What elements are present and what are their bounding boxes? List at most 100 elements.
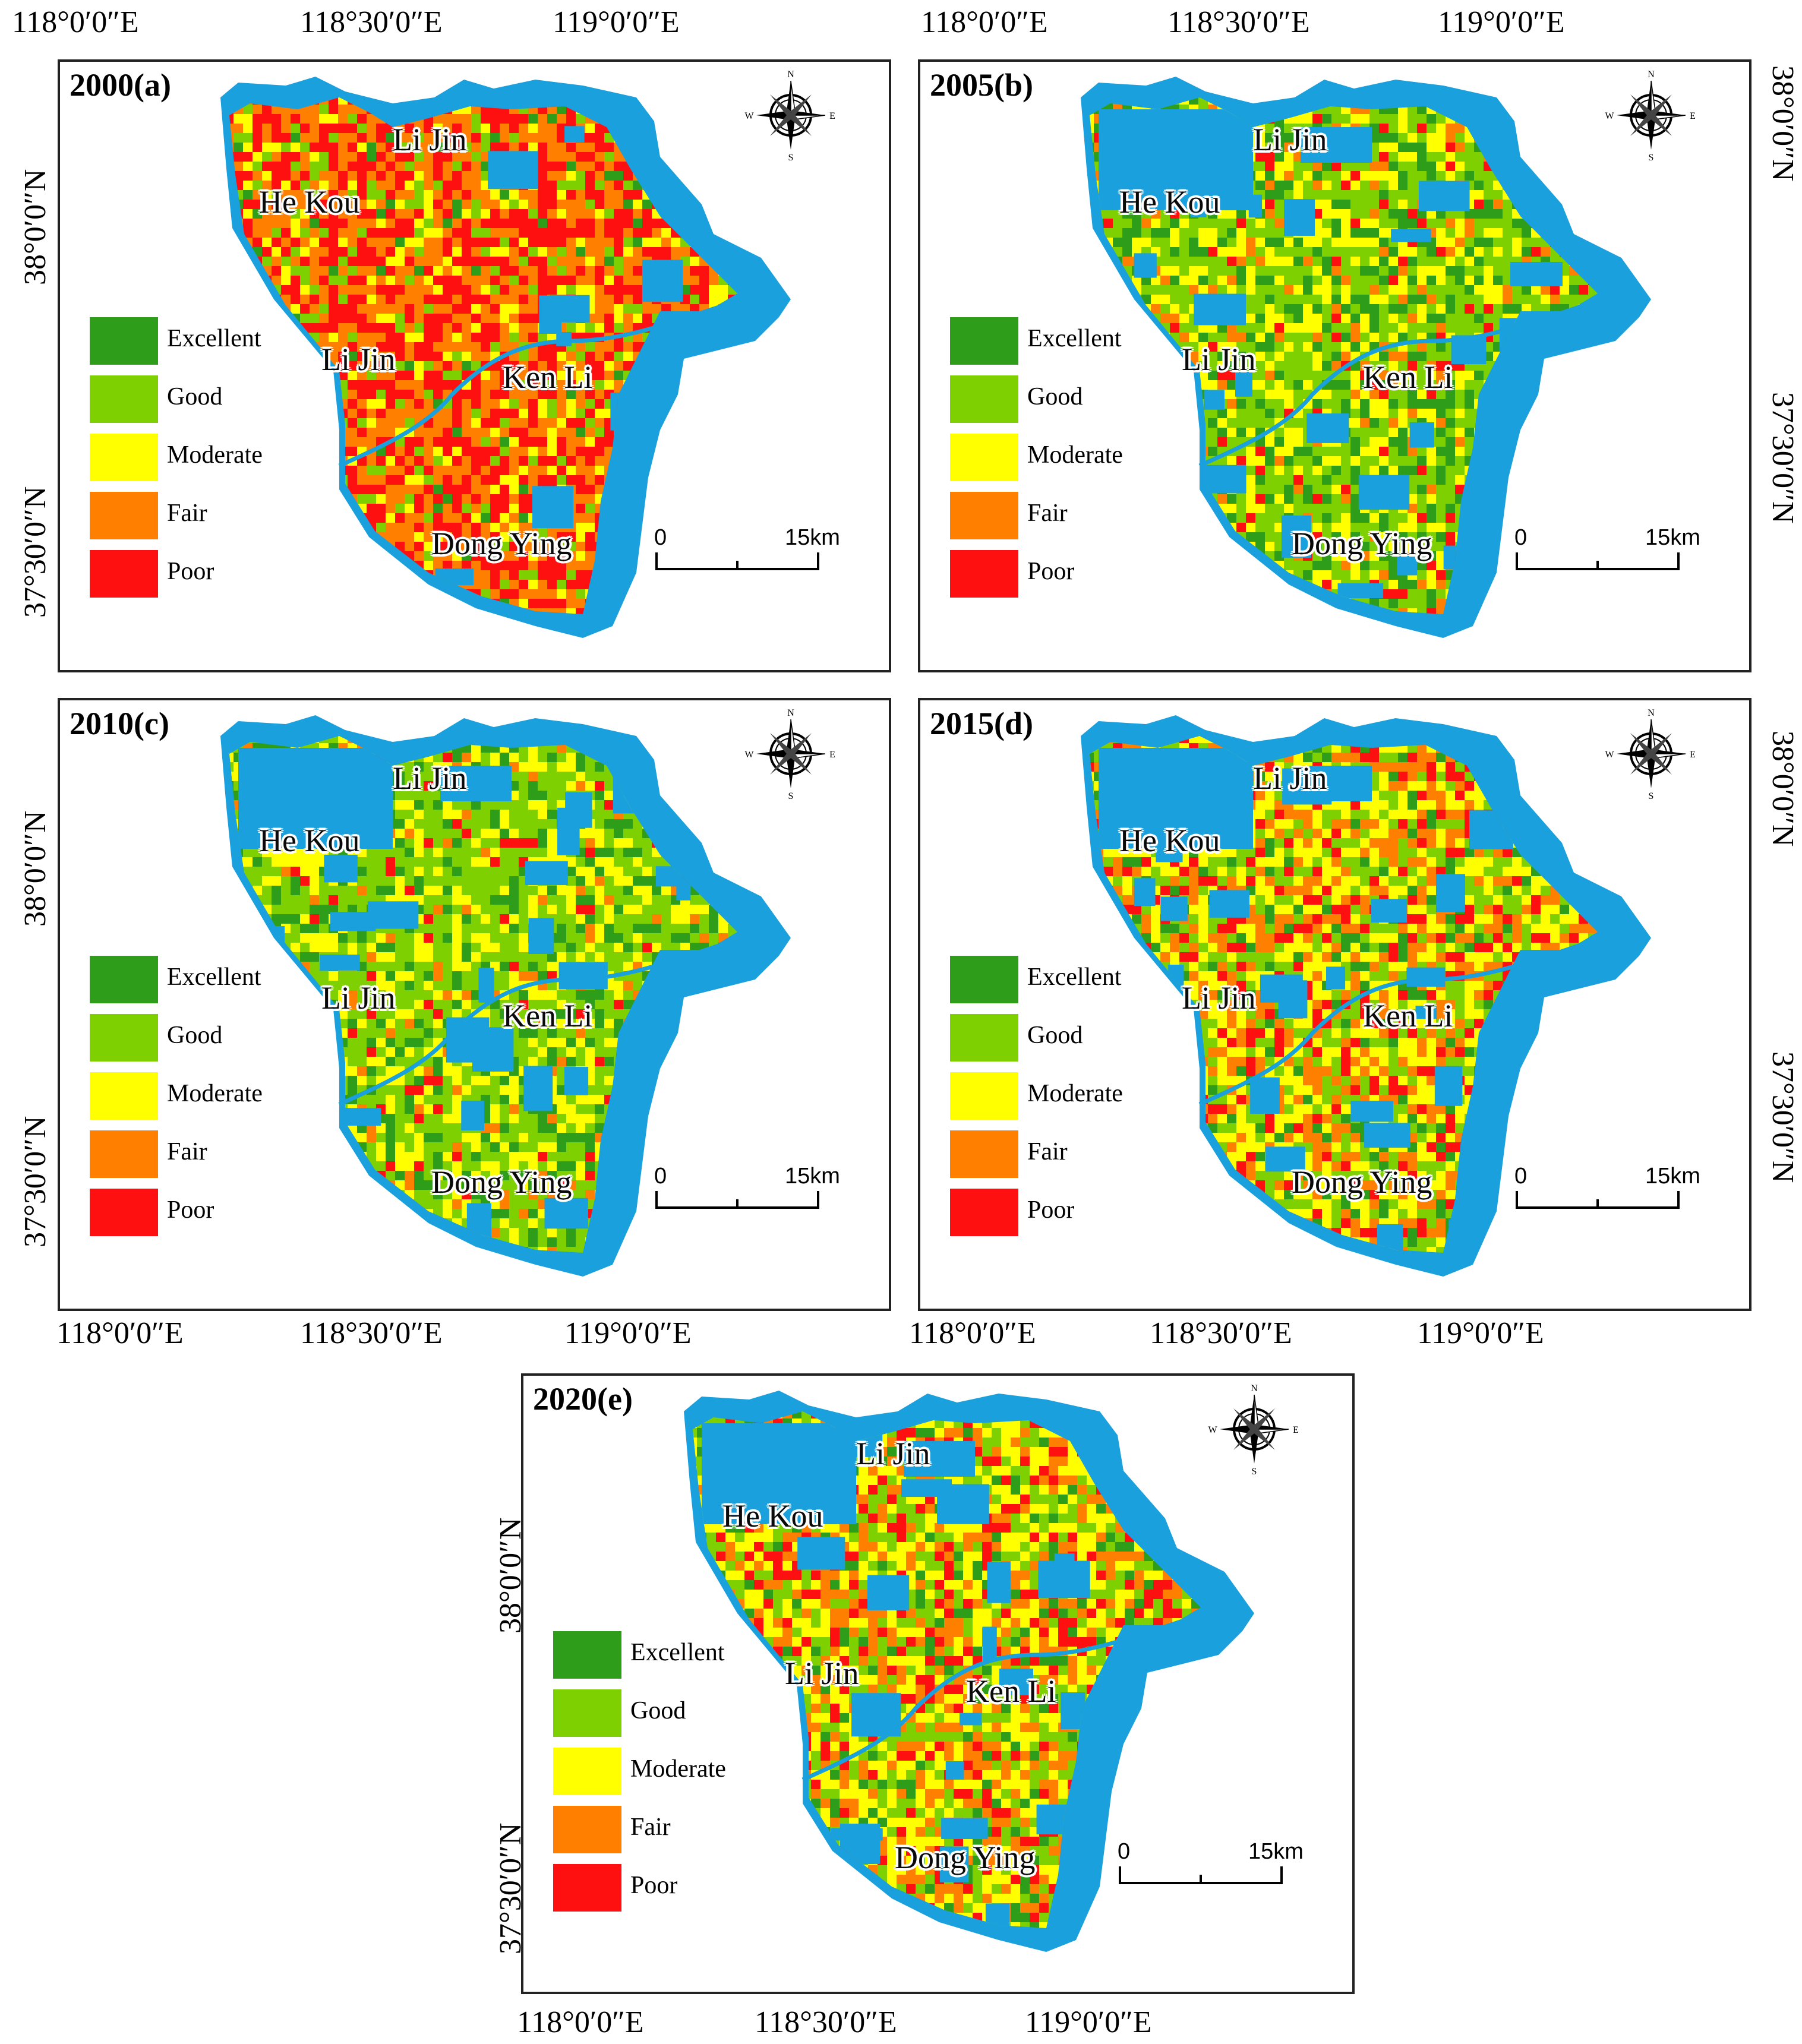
map-panel-2010: 2010(c) Li Jin He Kou Li Jin Ken Li Dong Ying… (58, 698, 891, 1311)
legend-label: Moderate (1027, 1080, 1123, 1107)
legend-swatch (553, 1748, 621, 1795)
legend-swatch (90, 1189, 158, 1236)
legend-swatch (950, 492, 1018, 539)
legend-item-fair: Fair (553, 1806, 767, 1853)
legend-label: Poor (1027, 1196, 1075, 1224)
legend-swatch (950, 1189, 1018, 1236)
north-arrow-compass-icon: N S E W (1604, 68, 1699, 163)
svg-text:W: W (744, 111, 754, 121)
north-arrow-compass-icon: N S E W (743, 706, 838, 801)
inland-water-patches (238, 748, 737, 1250)
svg-text:E: E (829, 111, 835, 121)
legend-swatch (90, 434, 158, 481)
place-label-he-kou: He Kou (1119, 823, 1220, 858)
place-label-dong-ying: Dong Ying (1292, 526, 1432, 561)
legend-swatch (553, 1864, 621, 1912)
scale-ruler (1516, 1191, 1680, 1209)
place-label-li-jin: Li Jin (321, 980, 396, 1016)
panel-title: 2020(e) (533, 1381, 633, 1417)
place-label-li-jin-north: Li Jin (393, 760, 467, 796)
place-label-ken-li: Ken Li (966, 1673, 1056, 1709)
lon-label-top-4: 118°0′0″E (921, 5, 1048, 39)
scale-start: 0 (654, 1164, 667, 1189)
study-area-map (220, 77, 791, 638)
legend-swatch (90, 1072, 158, 1120)
yellow-river (338, 936, 744, 1107)
legend-swatch (90, 550, 158, 598)
place-label-li-jin: Li Jin (785, 1656, 859, 1691)
legend-item-fair: Fair (90, 1130, 304, 1178)
lat-label-left-3: 38°0′0″N (18, 810, 52, 927)
legend-swatch (553, 1806, 621, 1853)
legend-item-moderate: Moderate (553, 1748, 767, 1795)
legend-swatch (950, 550, 1018, 598)
place-label-ken-li: Ken Li (503, 998, 593, 1034)
lat-label-right-4: 37°30′0″N (1766, 1051, 1800, 1183)
legend-label: Fair (167, 1138, 207, 1165)
legend-item-poor: Poor (90, 1189, 304, 1236)
legend-swatch (90, 492, 158, 539)
legend-label: Excellent (167, 963, 261, 991)
lat-label-right-2: 37°30′0″N (1766, 392, 1800, 524)
legend-item-excellent: Excellent (90, 956, 304, 1003)
lat-label-left-4: 37°30′0″N (18, 1116, 52, 1247)
legend-label: Excellent (167, 325, 261, 352)
map-panel-2005: 2005(b) Li Jin He Kou Li Jin Ken Li Dong Ying… (918, 59, 1751, 672)
legend-swatch (90, 317, 158, 365)
place-label-li-jin-north: Li Jin (393, 122, 467, 157)
place-label-he-kou: He Kou (259, 823, 360, 858)
place-label-li-jin: Li Jin (1182, 342, 1256, 377)
lon-label-mid-6: 119°0′0″E (1417, 1316, 1544, 1350)
legend-label: Fair (1027, 500, 1068, 527)
place-label-dong-ying: Dong Ying (431, 526, 572, 561)
scale-bar: 0 15km (1514, 525, 1700, 585)
study-area-map (1081, 715, 1651, 1277)
legend-swatch (90, 1130, 158, 1178)
legend-item-poor: Poor (950, 550, 1164, 598)
place-label-li-jin-north: Li Jin (856, 1436, 930, 1471)
lon-label-top-2: 118°30′0″E (300, 5, 443, 39)
legend-item-good: Good (950, 375, 1164, 423)
lon-label-top-6: 119°0′0″E (1438, 5, 1565, 39)
study-area-map (1081, 77, 1651, 638)
legend-item-moderate: Moderate (90, 1072, 304, 1120)
legend-label: Good (167, 383, 223, 410)
yellow-river (1198, 297, 1605, 468)
scale-bar: 0 15km (1118, 1839, 1304, 1898)
legend-item-poor: Poor (950, 1189, 1164, 1236)
scale-end: 15km (785, 525, 840, 550)
legend-item-poor: Poor (553, 1864, 767, 1912)
legend-item-excellent: Excellent (950, 956, 1164, 1003)
lat-label-left-2: 37°30′0″N (18, 486, 52, 618)
legend-label: Excellent (1027, 963, 1122, 991)
place-label-dong-ying: Dong Ying (1292, 1164, 1432, 1200)
lon-label-bottom-1: 118°0′0″E (517, 2005, 644, 2039)
legend-item-moderate: Moderate (950, 434, 1164, 481)
panel-title: 2015(d) (930, 706, 1033, 741)
place-label-ken-li: Ken Li (503, 359, 593, 395)
map-panel-2020: 2020(e) Li Jin He Kou Li Jin Ken Li Dong Ying… (521, 1373, 1355, 1994)
legend-label: Moderate (167, 441, 263, 469)
panel-title: 2010(c) (70, 706, 169, 741)
svg-text:N: N (787, 69, 794, 80)
yellow-river (338, 297, 744, 468)
legend-item-good: Good (90, 375, 304, 423)
legend-label: Good (630, 1697, 686, 1724)
lon-label-top-5: 118°30′0″E (1167, 5, 1310, 39)
legend-item-fair: Fair (950, 492, 1164, 539)
legend-item-excellent: Excellent (553, 1631, 767, 1679)
legend-item-moderate: Moderate (90, 434, 304, 481)
scale-end: 15km (1248, 1839, 1304, 1864)
legend-label: Good (1027, 1022, 1083, 1049)
map-panel-2015: 2015(d) Li Jin He Kou Li Jin Ken Li Dong Ying… (918, 698, 1751, 1311)
legend-label: Excellent (630, 1639, 725, 1666)
lon-label-mid-5: 118°30′0″E (1150, 1316, 1292, 1350)
legend-swatch (90, 956, 158, 1003)
place-label-he-kou: He Kou (722, 1498, 823, 1534)
legend-label: Moderate (167, 1080, 263, 1107)
legend-label: Poor (167, 1196, 214, 1224)
legend-item-good: Good (950, 1014, 1164, 1062)
scale-end: 15km (785, 1164, 840, 1189)
scale-bar: 0 15km (1514, 1164, 1700, 1223)
legend-swatch (950, 375, 1018, 423)
